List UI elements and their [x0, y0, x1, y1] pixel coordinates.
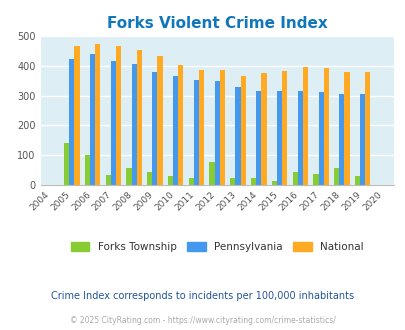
Bar	[90, 54, 95, 185]
Bar	[136, 50, 141, 185]
Bar	[313, 174, 318, 185]
Text: © 2025 CityRating.com - https://www.cityrating.com/crime-statistics/: © 2025 CityRating.com - https://www.city…	[70, 316, 335, 325]
Bar	[256, 91, 261, 185]
Bar	[354, 177, 359, 185]
Legend: Forks Township, Pennsylvania, National: Forks Township, Pennsylvania, National	[66, 238, 367, 256]
Bar	[364, 72, 369, 185]
Bar	[276, 91, 281, 185]
Bar	[105, 175, 111, 185]
Title: Forks Violent Crime Index: Forks Violent Crime Index	[107, 16, 327, 31]
Bar	[343, 72, 349, 185]
Bar	[209, 162, 214, 185]
Bar	[157, 56, 162, 185]
Bar	[230, 178, 235, 185]
Bar	[250, 178, 256, 185]
Bar	[240, 76, 245, 185]
Bar	[271, 181, 276, 185]
Bar	[333, 168, 339, 185]
Bar	[359, 94, 364, 185]
Bar	[323, 68, 328, 185]
Bar	[198, 70, 204, 185]
Bar	[64, 143, 69, 185]
Text: Crime Index corresponds to incidents per 100,000 inhabitants: Crime Index corresponds to incidents per…	[51, 291, 354, 301]
Bar	[95, 44, 100, 185]
Bar	[173, 76, 178, 185]
Bar	[318, 92, 323, 185]
Bar	[126, 168, 131, 185]
Bar	[167, 177, 173, 185]
Bar	[193, 80, 198, 185]
Bar	[292, 172, 297, 185]
Bar	[235, 87, 240, 185]
Bar	[214, 81, 219, 185]
Bar	[152, 72, 157, 185]
Bar	[147, 172, 152, 185]
Bar	[69, 59, 74, 185]
Bar	[131, 64, 136, 185]
Bar	[116, 46, 121, 185]
Bar	[297, 91, 302, 185]
Bar	[178, 65, 183, 185]
Bar	[111, 61, 116, 185]
Bar	[339, 94, 343, 185]
Bar	[219, 70, 224, 185]
Bar	[261, 73, 266, 185]
Bar	[74, 46, 79, 185]
Bar	[85, 154, 90, 185]
Bar	[281, 71, 287, 185]
Bar	[302, 67, 307, 185]
Bar	[188, 178, 193, 185]
